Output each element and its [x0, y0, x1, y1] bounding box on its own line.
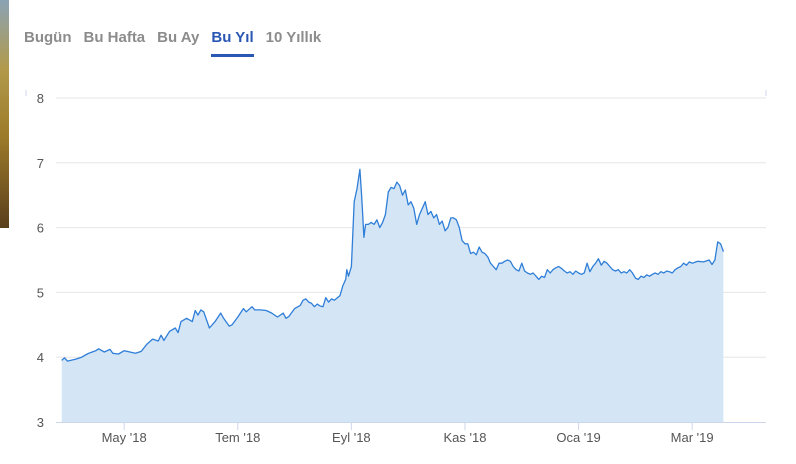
price-line [61, 168, 725, 362]
price-area [61, 169, 724, 422]
price-chart: 3 4 5 6 7 8 May '18 Tem '18 Eyl '18 Kas '18 Oca '1… [25, 90, 767, 445]
tab-ten-years[interactable]: 10 Yıllık [265, 29, 322, 46]
tab-this-year[interactable]: Bu Yıl [211, 26, 254, 57]
tab-this-month[interactable]: Bu Ay [157, 29, 200, 46]
tab-today[interactable]: Bugün [24, 29, 72, 46]
x-tick-label-4: Oca '19 [556, 430, 600, 445]
y-tick-label-0: 3 [37, 415, 44, 430]
x-tick-label-3: Kas '18 [443, 430, 486, 445]
side-decoration [0, 0, 9, 228]
price-chart-container: 3 4 5 6 7 8 May '18 Tem '18 Eyl '18 Kas '18 Oca '1… [0, 84, 796, 459]
y-tick-label-1: 4 [37, 350, 44, 365]
period-tabs: Bugün Bu Hafta Bu Ay Bu Yıl 10 Yıllık [24, 26, 333, 57]
y-tick-label-5: 8 [37, 91, 44, 106]
y-tick-label-4: 7 [37, 156, 44, 171]
tab-this-week[interactable]: Bu Hafta [83, 29, 146, 46]
x-tick-label-0: May '18 [102, 430, 147, 445]
x-tick-label-5: Mar '19 [671, 430, 714, 445]
y-tick-label-2: 5 [37, 285, 44, 300]
x-tick-label-1: Tem '18 [215, 430, 260, 445]
y-tick-label-3: 6 [37, 221, 44, 236]
x-tick-label-2: Eyl '18 [332, 430, 371, 445]
